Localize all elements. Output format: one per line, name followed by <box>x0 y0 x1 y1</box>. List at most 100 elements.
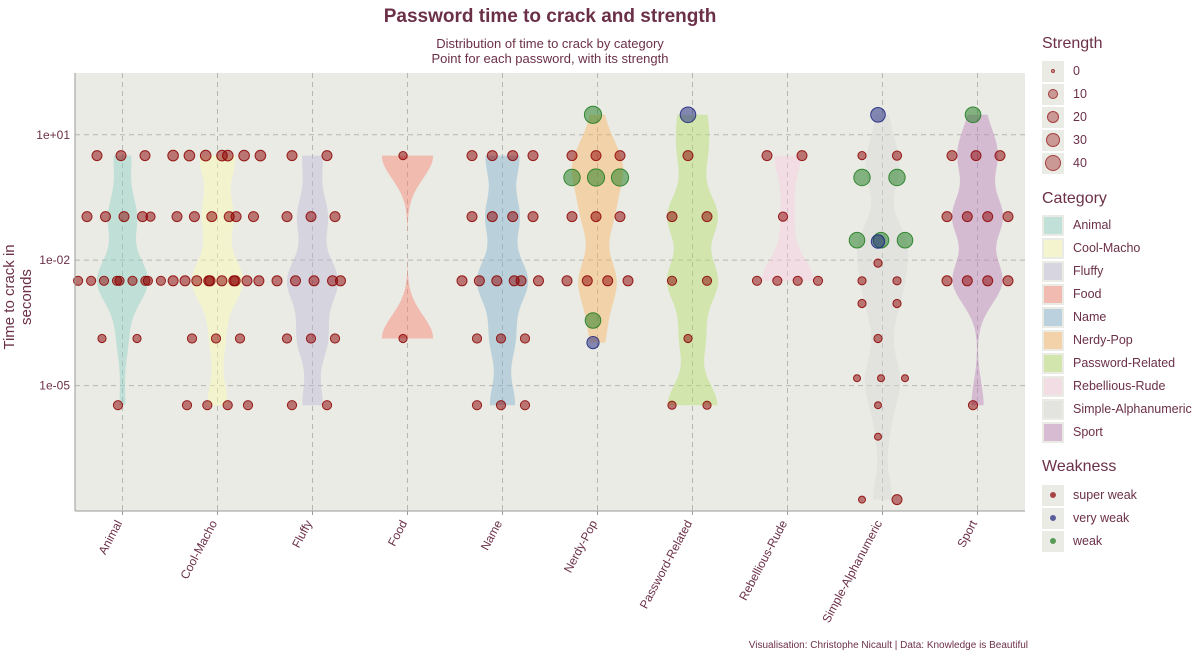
data-point <box>614 150 626 162</box>
chart-subtitle-line2: Point for each password, with its streng… <box>431 51 669 66</box>
legend-strength-dot <box>1045 132 1061 148</box>
data-point <box>874 432 882 441</box>
data-point <box>586 168 606 187</box>
data-point <box>321 400 333 411</box>
data-point <box>561 275 573 287</box>
violin-nerdy-pop <box>571 114 624 343</box>
data-point <box>281 211 293 223</box>
data-point <box>857 276 867 286</box>
legend-strength-dot <box>1046 110 1060 124</box>
legend-item-category: Fluffy <box>1042 260 1103 282</box>
data-point <box>199 149 212 162</box>
data-point <box>622 275 634 287</box>
legend-swatch <box>1044 262 1062 280</box>
legend-label: 10 <box>1073 87 1087 101</box>
legend-swatch <box>1044 354 1062 372</box>
data-point <box>308 275 320 287</box>
data-point <box>1002 275 1014 287</box>
legend-swatch <box>1044 239 1062 257</box>
legend-label: Food <box>1073 287 1102 301</box>
legend-label: Cool-Macho <box>1073 241 1141 255</box>
legend-label: 20 <box>1073 110 1087 124</box>
data-point <box>183 149 196 162</box>
data-point <box>230 211 242 223</box>
data-point <box>563 168 581 187</box>
legend-label: weak <box>1073 534 1103 548</box>
data-point <box>581 275 593 287</box>
data-point <box>892 298 902 309</box>
legend-title-category: Category <box>1042 190 1107 207</box>
data-point <box>495 333 507 344</box>
x-tick-label: Animal <box>96 518 126 557</box>
legend-weakness-dot <box>1050 538 1056 544</box>
legend-swatch <box>1044 216 1062 234</box>
data-point <box>290 275 301 287</box>
legend-weakness-dot <box>1050 492 1056 498</box>
x-tick-label: Fluffy <box>289 518 315 550</box>
data-point <box>946 150 958 162</box>
data-point <box>305 333 317 344</box>
legend-key <box>1042 398 1064 420</box>
legend-key <box>1042 306 1064 328</box>
data-point <box>610 168 630 187</box>
data-point <box>896 231 914 249</box>
data-point <box>527 211 539 223</box>
data-point <box>602 275 614 287</box>
data-point <box>666 211 678 223</box>
data-point <box>666 275 678 286</box>
legend-item-category: Password-Related <box>1042 352 1175 374</box>
data-point <box>100 211 111 223</box>
data-point <box>398 333 408 344</box>
data-point <box>584 312 602 329</box>
data-point <box>873 333 883 344</box>
data-point <box>281 333 293 344</box>
data-point <box>204 275 216 287</box>
legend-item-strength: 0 <box>1042 60 1080 82</box>
legend-key <box>1042 283 1064 305</box>
data-point <box>139 150 151 162</box>
data-point <box>238 149 250 162</box>
data-point <box>857 151 867 161</box>
legend-strength-dot <box>1047 88 1059 100</box>
data-point <box>873 258 883 268</box>
data-point <box>586 336 600 350</box>
x-tick-label: Nerdy-Pop <box>561 518 600 576</box>
legend-label: Animal <box>1073 218 1112 232</box>
data-point <box>796 150 808 162</box>
x-tick-label: Name <box>478 518 506 553</box>
data-point <box>167 275 179 287</box>
data-point <box>533 275 544 287</box>
legend-item-weakness: weak <box>1042 530 1102 552</box>
y-tick-label: 1e-05 <box>39 379 70 393</box>
legend-label: Simple-Alphanumeric <box>1073 402 1192 416</box>
chart-title: Password time to crack and strength <box>383 6 717 27</box>
data-point <box>772 275 783 286</box>
data-point <box>679 106 697 124</box>
data-point <box>179 275 191 287</box>
y-tick-label: 1e-02 <box>39 253 70 267</box>
legend-item-category: Name <box>1042 306 1106 328</box>
legend-key <box>1042 530 1064 552</box>
legend-swatch <box>1044 377 1062 395</box>
legend-label: Sport <box>1073 425 1103 439</box>
data-point <box>234 333 246 344</box>
data-point <box>98 275 110 286</box>
data-point <box>132 333 142 344</box>
data-point <box>888 168 906 187</box>
chart-subtitle-line1: Distribution of time to crack by categor… <box>436 36 664 51</box>
data-point <box>242 400 254 411</box>
data-point <box>115 150 127 162</box>
data-point <box>941 211 953 223</box>
data-point <box>466 211 478 223</box>
data-point <box>73 275 84 286</box>
data-point <box>857 298 867 309</box>
data-point <box>870 234 886 249</box>
data-point <box>202 400 213 411</box>
legend-swatch <box>1044 285 1062 303</box>
data-point <box>495 400 507 411</box>
x-tick-label: Sport <box>954 517 980 549</box>
legend-swatch <box>1044 331 1062 349</box>
data-point <box>967 400 979 411</box>
legend-label: 30 <box>1073 133 1087 147</box>
legend-label: 40 <box>1073 156 1087 170</box>
